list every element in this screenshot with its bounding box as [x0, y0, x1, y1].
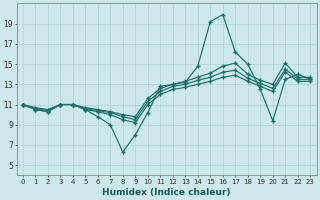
X-axis label: Humidex (Indice chaleur): Humidex (Indice chaleur): [102, 188, 231, 197]
